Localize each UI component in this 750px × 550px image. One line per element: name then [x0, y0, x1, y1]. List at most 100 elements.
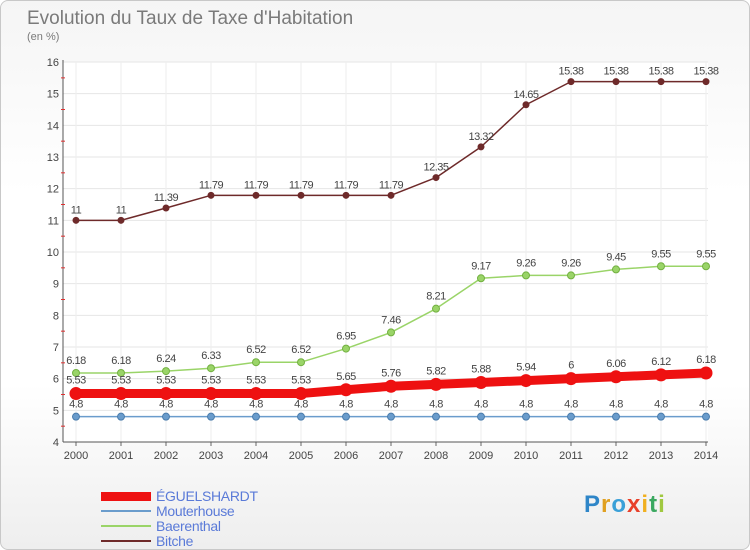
data-label: 6.18: [111, 355, 131, 367]
data-point: [477, 412, 485, 421]
data-point: [654, 368, 668, 382]
y-tick-label: 12: [47, 184, 59, 196]
legend-swatch: [101, 540, 151, 542]
data-point: [252, 358, 260, 367]
data-point: [162, 204, 170, 212]
data-label: 11.79: [199, 179, 224, 191]
data-point: [159, 387, 173, 401]
data-label: 9.55: [651, 248, 671, 260]
data-label: 4.8: [429, 399, 443, 411]
data-label: 8.21: [426, 291, 446, 303]
data-point: [69, 387, 83, 401]
x-tick-label: 2000: [64, 450, 88, 462]
data-point: [612, 412, 620, 421]
data-point: [429, 377, 443, 391]
data-label: 5.53: [156, 375, 176, 387]
data-point: [477, 143, 485, 151]
y-tick-label: 8: [53, 310, 59, 322]
data-point: [609, 370, 623, 384]
data-point: [432, 174, 440, 182]
data-point: [342, 191, 350, 199]
data-label: 5.82: [426, 365, 446, 377]
data-point: [564, 372, 578, 386]
data-label: 11.79: [244, 179, 269, 191]
legend-swatch: [101, 510, 151, 512]
data-point: [387, 191, 395, 199]
y-tick-label: 5: [53, 405, 59, 417]
data-label: 4.8: [114, 399, 128, 411]
data-point: [702, 262, 710, 271]
data-point: [432, 412, 440, 421]
chart-unit: (en %): [27, 31, 60, 43]
data-point: [117, 216, 125, 224]
data-point: [477, 274, 485, 283]
data-point: [432, 304, 440, 313]
data-point: [252, 412, 260, 421]
data-label: 15.38: [648, 66, 673, 78]
data-point: [117, 412, 125, 421]
data-label: 9.17: [471, 260, 491, 272]
data-point: [117, 368, 125, 377]
data-label: 4.8: [204, 399, 218, 411]
data-label: 12.35: [423, 162, 448, 174]
data-point: [612, 78, 620, 86]
data-label: 6.18: [696, 354, 716, 366]
data-point: [297, 358, 305, 367]
data-point: [702, 78, 710, 86]
data-point: [72, 368, 80, 377]
legend-label: Bitche: [156, 533, 194, 549]
data-point: [72, 216, 80, 224]
data-label: 6.52: [246, 344, 266, 356]
x-tick-label: 2008: [424, 450, 448, 462]
data-point: [249, 387, 263, 401]
x-tick-label: 2003: [199, 450, 223, 462]
data-label: 5.53: [111, 375, 131, 387]
data-label: 5.53: [66, 375, 86, 387]
data-label: 6: [568, 360, 574, 372]
data-point: [567, 271, 575, 280]
data-point: [294, 387, 308, 401]
legend-label: Mouterhouse: [156, 503, 235, 519]
x-tick-label: 2012: [604, 450, 628, 462]
x-tick-label: 2011: [559, 450, 583, 462]
y-tick-label: 13: [47, 152, 59, 164]
chart-title: Evolution du Taux de Taxe d'Habitation: [27, 8, 354, 29]
y-tick-label: 15: [47, 89, 59, 101]
data-label: 5.94: [516, 362, 536, 374]
data-label: 4.8: [249, 399, 263, 411]
y-tick-label: 10: [47, 247, 59, 259]
data-label: 5.53: [201, 375, 221, 387]
legend-label: ÉGUELSHARDT: [156, 488, 258, 504]
data-label: 6.18: [66, 355, 86, 367]
legend-swatch: [101, 491, 151, 501]
data-label: 11: [116, 204, 127, 216]
data-label: 4.8: [654, 399, 668, 411]
data-point: [387, 328, 395, 337]
data-label: 4.8: [384, 399, 398, 411]
data-label: 5.53: [291, 375, 311, 387]
data-point: [252, 191, 260, 199]
x-tick-label: 2006: [334, 450, 358, 462]
data-point: [522, 101, 530, 109]
data-label: 15.38: [693, 66, 718, 78]
data-label: 14.65: [513, 89, 538, 101]
data-label: 4.8: [609, 399, 623, 411]
data-label: 6.24: [156, 353, 176, 365]
data-point: [207, 364, 215, 373]
data-label: 4.8: [564, 399, 578, 411]
data-label: 4.8: [339, 399, 353, 411]
data-point: [207, 412, 215, 421]
y-tick-label: 9: [53, 279, 59, 291]
data-label: 6.52: [291, 344, 311, 356]
data-label: 4.8: [699, 399, 713, 411]
data-point: [72, 412, 80, 421]
data-label: 6.33: [201, 350, 221, 362]
data-label: 4.8: [159, 399, 173, 411]
data-point: [519, 374, 533, 388]
data-label: 4.8: [69, 399, 83, 411]
data-label: 13.32: [468, 131, 493, 143]
data-label: 6.95: [336, 331, 356, 343]
legend-label: Baerenthal: [156, 518, 221, 534]
data-point: [522, 271, 530, 280]
